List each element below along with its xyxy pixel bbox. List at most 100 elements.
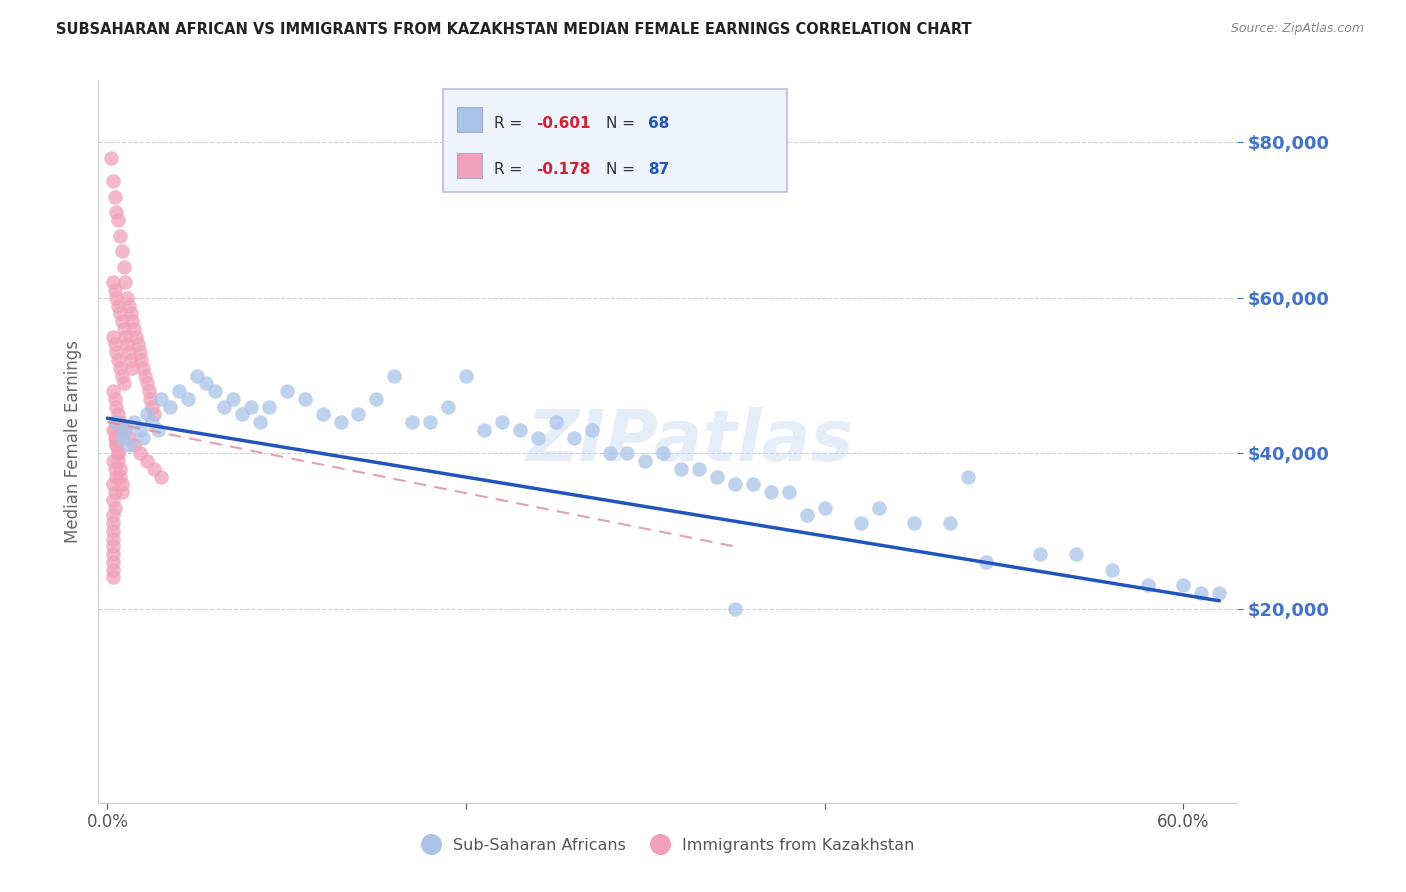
Point (329, 415, 352, 429)
Point (939, 516, 962, 530)
Point (135, 376, 157, 391)
Point (101, 454, 124, 468)
Point (127, 337, 149, 351)
Point (114, 275, 136, 289)
Point (544, 415, 567, 429)
Point (294, 392, 316, 406)
Point (111, 368, 134, 383)
Point (105, 469, 128, 483)
Text: ZIPatlas: ZIPatlas (527, 407, 855, 476)
Point (107, 353, 129, 368)
Point (101, 516, 124, 530)
Point (111, 431, 134, 445)
Point (108, 360, 131, 375)
Point (105, 415, 128, 429)
Point (114, 423, 136, 437)
Point (101, 508, 124, 523)
Point (103, 415, 125, 429)
Point (124, 322, 146, 336)
Point (195, 376, 218, 391)
Point (101, 492, 124, 507)
Point (101, 524, 124, 538)
Point (103, 461, 125, 475)
Point (101, 563, 124, 577)
Point (671, 461, 693, 475)
Point (1208, 586, 1230, 600)
Text: N =: N = (606, 116, 640, 130)
Point (1173, 578, 1195, 592)
Point (112, 260, 135, 274)
Point (111, 477, 134, 491)
Point (101, 532, 124, 546)
Point (111, 423, 134, 437)
Point (742, 477, 765, 491)
Text: N =: N = (606, 162, 640, 177)
Point (150, 469, 173, 483)
Point (101, 555, 124, 569)
Point (132, 431, 155, 445)
Point (472, 423, 495, 437)
Point (115, 337, 138, 351)
Point (159, 400, 181, 414)
Point (581, 423, 603, 437)
Point (118, 345, 141, 359)
Point (120, 306, 142, 320)
Point (222, 392, 245, 406)
Point (121, 314, 143, 328)
Point (652, 446, 675, 460)
Point (128, 446, 150, 460)
Point (562, 431, 585, 445)
Point (118, 438, 141, 452)
Point (121, 360, 143, 375)
Point (103, 392, 125, 406)
Point (903, 516, 925, 530)
Text: -0.601: -0.601 (536, 116, 591, 130)
Point (868, 500, 890, 515)
Point (167, 384, 190, 398)
Point (146, 423, 169, 437)
Point (115, 291, 138, 305)
Point (724, 601, 747, 615)
Point (101, 174, 124, 188)
Point (150, 392, 173, 406)
Point (634, 454, 657, 468)
Point (101, 384, 124, 398)
Point (366, 392, 388, 406)
Point (107, 213, 129, 227)
Point (124, 415, 146, 429)
Point (401, 415, 423, 429)
Point (107, 446, 129, 460)
Text: R =: R = (494, 162, 527, 177)
Point (101, 547, 124, 561)
Point (108, 415, 131, 429)
Point (111, 485, 134, 500)
Point (105, 431, 128, 445)
Point (107, 408, 129, 422)
Point (419, 415, 441, 429)
Point (105, 438, 128, 452)
Point (1064, 547, 1087, 561)
Point (107, 299, 129, 313)
Point (101, 540, 124, 554)
Point (107, 454, 129, 468)
Point (1029, 547, 1052, 561)
Y-axis label: Median Female Earnings: Median Female Earnings (63, 340, 82, 543)
Point (599, 446, 621, 460)
Point (108, 306, 131, 320)
Point (974, 555, 997, 569)
Point (114, 423, 136, 437)
Point (103, 423, 125, 437)
Text: SUBSAHARAN AFRICAN VS IMMIGRANTS FROM KAZAKHSTAN MEDIAN FEMALE EARNINGS CORRELAT: SUBSAHARAN AFRICAN VS IMMIGRANTS FROM KA… (56, 22, 972, 37)
Point (103, 431, 125, 445)
Point (105, 345, 128, 359)
Text: Source: ZipAtlas.com: Source: ZipAtlas.com (1230, 22, 1364, 36)
Point (101, 275, 124, 289)
Point (778, 485, 800, 500)
Point (706, 469, 728, 483)
Point (257, 400, 280, 414)
Point (231, 408, 253, 422)
Point (135, 454, 157, 468)
Point (141, 400, 163, 414)
Point (527, 431, 550, 445)
Point (616, 446, 638, 460)
